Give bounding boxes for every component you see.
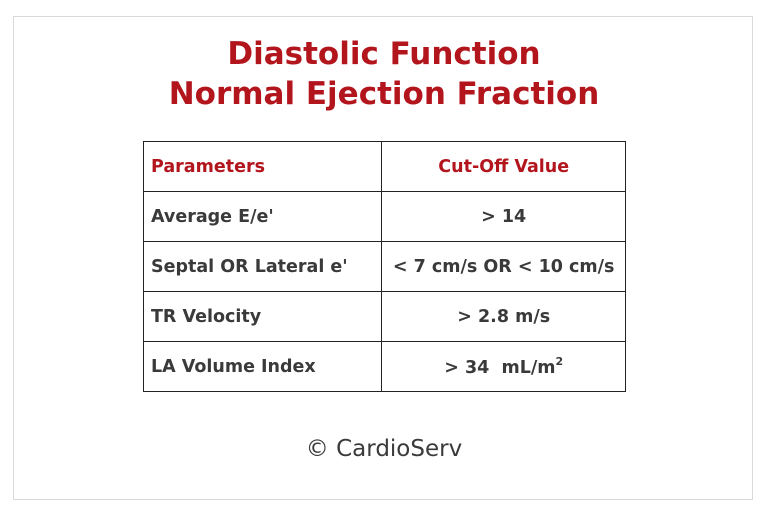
- value-text: > 34 mL/m: [444, 358, 556, 378]
- parameter-cell: TR Velocity: [142, 291, 383, 342]
- value-cell: < 7 cm/s OR < 10 cm/s: [381, 241, 626, 292]
- table-row: Average E/e' > 14: [142, 191, 626, 242]
- table-row: Septal OR Lateral e' < 7 cm/s OR < 10 cm…: [142, 241, 626, 292]
- title-line-1: Diastolic Function: [227, 36, 541, 72]
- value-cell: > 2.8 m/s: [381, 291, 626, 342]
- parameters-table: Parameters Cut-Off Value Average E/e' > …: [142, 141, 626, 392]
- table-header-row: Parameters Cut-Off Value: [142, 141, 626, 192]
- header-parameters: Parameters: [142, 141, 383, 192]
- title-line-2: Normal Ejection Fraction: [168, 76, 600, 112]
- copyright-footer: © CardioServ: [305, 436, 463, 462]
- parameter-cell: Average E/e': [142, 191, 383, 242]
- value-cell: > 34 mL/m2: [381, 341, 626, 392]
- page-title: Diastolic Function Normal Ejection Fract…: [0, 34, 768, 114]
- table-row: LA Volume Index > 34 mL/m2: [142, 341, 626, 392]
- value-cell: > 14: [381, 191, 626, 242]
- table-row: TR Velocity > 2.8 m/s: [142, 291, 626, 342]
- parameter-cell: Septal OR Lateral e': [142, 241, 383, 292]
- parameter-cell: LA Volume Index: [142, 341, 383, 392]
- superscript: 2: [555, 355, 564, 368]
- header-cutoff-value: Cut-Off Value: [381, 141, 626, 192]
